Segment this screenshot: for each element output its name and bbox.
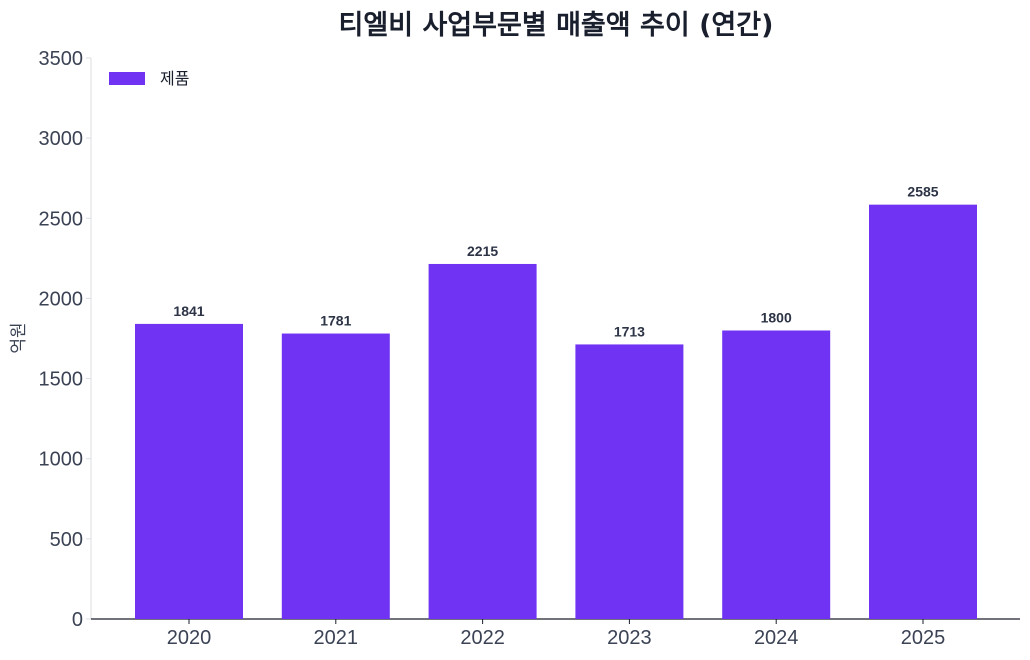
y-tick-label: 1500 xyxy=(39,369,84,391)
bar xyxy=(722,330,831,619)
bars: 1841 1781 2215 1713 1800 2585 xyxy=(135,184,977,619)
x-tick-label: 2021 xyxy=(314,627,359,649)
data-label: 1713 xyxy=(614,323,645,339)
y-tick-label: 2500 xyxy=(39,208,84,230)
x-axis-ticks: 2020 2021 2022 2023 2024 2025 xyxy=(167,619,946,649)
y-tick-label: 2000 xyxy=(39,288,84,310)
legend: 제품 xyxy=(109,69,189,88)
data-label: 2585 xyxy=(907,184,938,200)
bar xyxy=(575,344,684,619)
x-tick-label: 2023 xyxy=(607,627,652,649)
x-tick-label: 2022 xyxy=(460,627,505,649)
data-label: 2215 xyxy=(467,243,498,259)
y-tick-label: 0 xyxy=(72,609,83,631)
data-label: 1800 xyxy=(761,309,792,325)
bar xyxy=(135,323,243,619)
bar xyxy=(281,333,390,619)
chart-title: 티엘비 사업부문별 매출액 추이 (연간) xyxy=(339,10,774,41)
legend-swatch xyxy=(109,72,145,85)
y-tick-label: 500 xyxy=(50,529,83,551)
bar xyxy=(869,204,977,619)
y-axis-label: 억원 xyxy=(9,322,29,353)
x-tick-label: 2020 xyxy=(167,627,212,649)
y-axis-ticks: 0 500 1000 1500 2000 2500 3000 3500 xyxy=(39,48,91,631)
data-label: 1781 xyxy=(320,313,351,329)
data-label: 1841 xyxy=(173,303,204,319)
x-tick-label: 2024 xyxy=(754,627,799,649)
y-tick-label: 3500 xyxy=(39,48,84,70)
legend-label: 제품 xyxy=(160,69,189,88)
x-tick-label: 2025 xyxy=(901,627,946,649)
y-tick-label: 3000 xyxy=(39,128,84,150)
bar xyxy=(428,263,537,619)
y-tick-label: 1000 xyxy=(39,449,84,471)
